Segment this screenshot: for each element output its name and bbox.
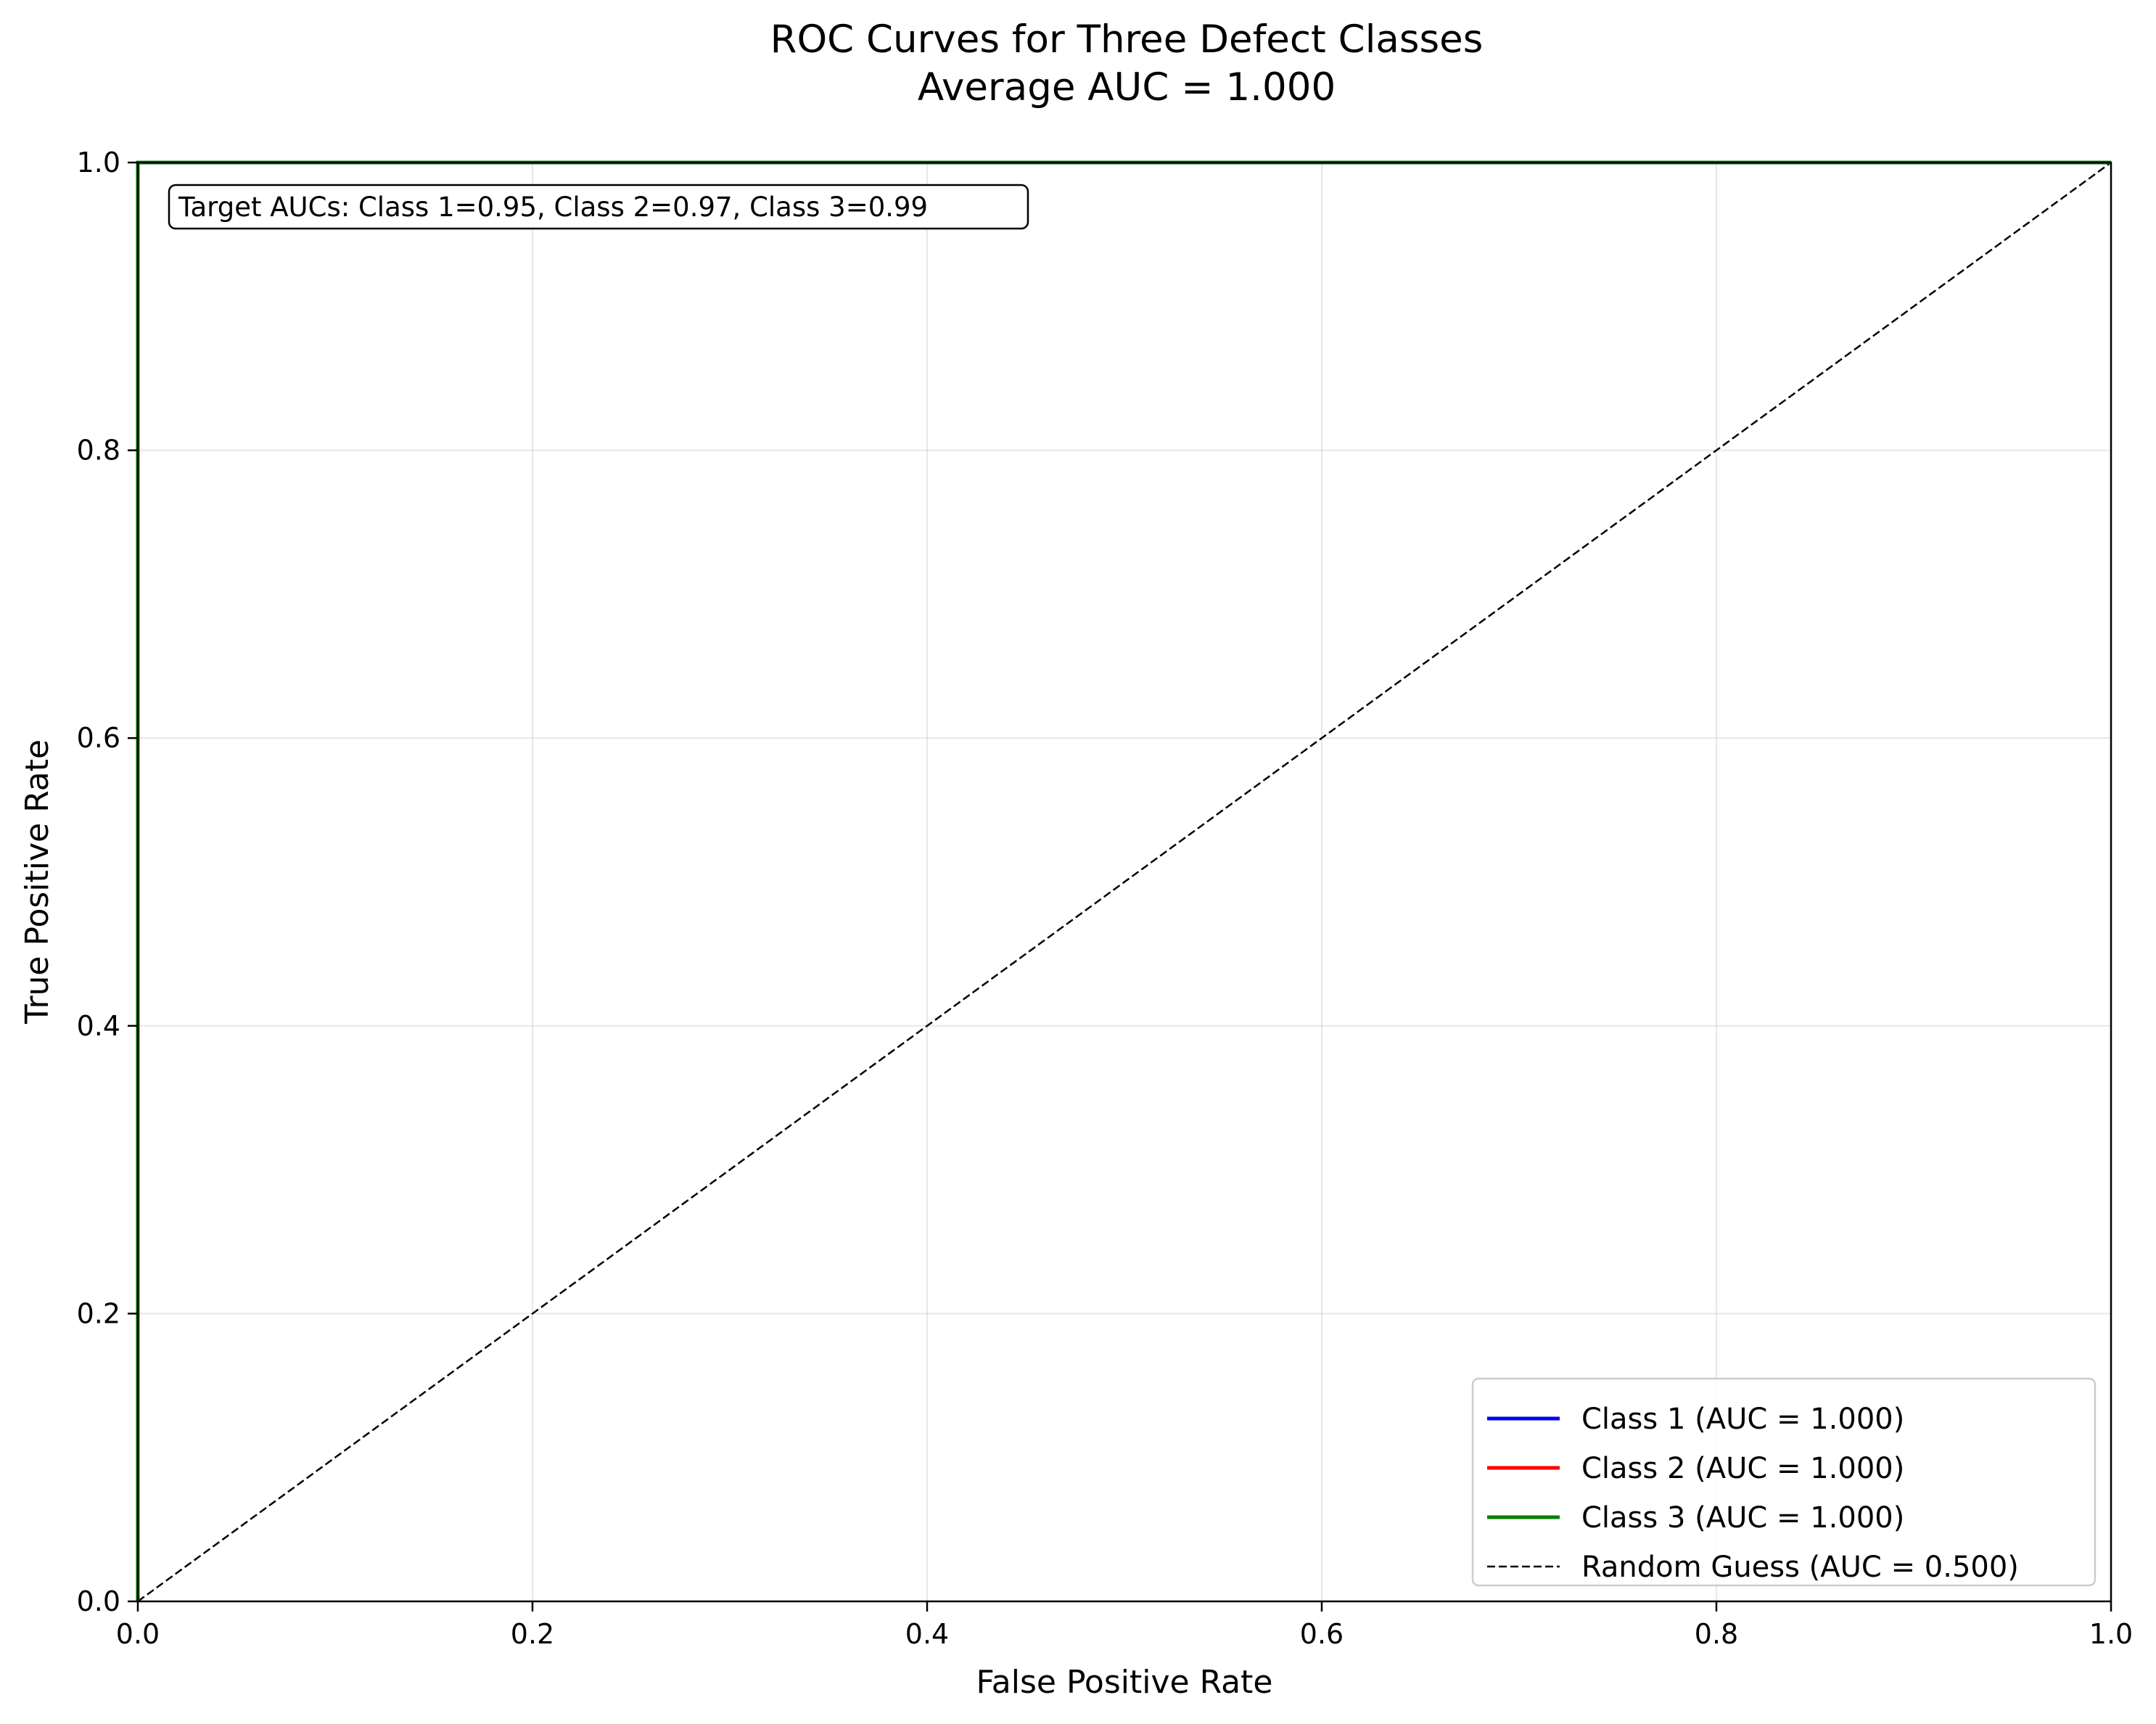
x-tick-label: 0.2 [511, 1618, 554, 1650]
chart-title: ROC Curves for Three Defect Classes [770, 17, 1484, 62]
legend: Class 1 (AUC = 1.000) Class 2 (AUC = 1.00… [1471, 1377, 2097, 1587]
legend-items: Class 1 (AUC = 1.000) Class 2 (AUC = 1.00… [1487, 1403, 2019, 1584]
x-tick-label: 0.4 [905, 1618, 949, 1650]
x-tick-label: 0.8 [1695, 1618, 1738, 1650]
annotation-box [168, 184, 1029, 230]
legend-label-1: Class 1 (AUC = 1.000) [1581, 1403, 1904, 1436]
plot-frame [136, 161, 2112, 1603]
x-tick-label: 0.0 [116, 1618, 160, 1650]
legend-label-4: Random Guess (AUC = 0.500) [1581, 1551, 2019, 1584]
axis-ticks: 0.0 0.2 0.4 0.6 0.8 1.0 0.0 0.2 0.4 0.6 0.8 1.0 [77, 147, 2134, 1650]
series-line-4 [137, 161, 2112, 1603]
legend-label-3: Class 3 (AUC = 1.000) [1581, 1501, 1904, 1535]
y-tick-label: 0.4 [77, 1010, 120, 1042]
y-tick-label: 1.0 [77, 147, 120, 178]
y-tick-label: 0.0 [77, 1585, 120, 1617]
chart-subtitle: Average AUC = 1.000 [918, 65, 1336, 110]
y-axis-label: True Positive Rate [19, 739, 56, 1025]
y-tick-label: 0.8 [77, 435, 120, 467]
x-tick-label: 0.6 [1300, 1618, 1344, 1650]
legend-label-2: Class 2 (AUC = 1.000) [1581, 1452, 1904, 1485]
target-auc-annotation: Target AUCs: Class 1=0.95, Class 2=0.97,… [168, 184, 1029, 230]
legend-frame [1471, 1377, 2097, 1587]
x-tick-label: 1.0 [2089, 1618, 2133, 1650]
y-tick-label: 0.2 [77, 1297, 120, 1329]
x-axis-label: False Positive Rate [976, 1664, 1273, 1701]
y-tick-label: 0.6 [77, 722, 120, 754]
annotation-text: Target AUCs: Class 1=0.95, Class 2=0.97,… [178, 192, 928, 223]
